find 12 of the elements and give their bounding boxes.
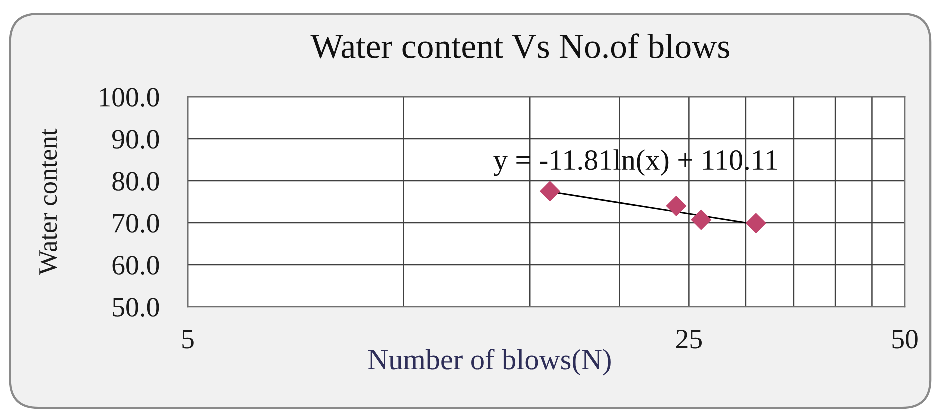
y-tick-label: 100.0 (100, 88, 160, 108)
x-tick-label: 5 (182, 330, 194, 349)
y-tick-label: 60.0 (112, 256, 160, 276)
chart-title: Water content Vs No.of blows (310, 34, 730, 59)
x-axis-title: Number of blows(N) (368, 348, 611, 376)
y-tick-label: 90.0 (112, 130, 160, 150)
y-axis-title: Water content (40, 128, 58, 276)
x-tick-label: 50 (892, 330, 918, 349)
y-tick-label: 50.0 (113, 298, 160, 318)
x-tick-label: 25 (676, 330, 702, 349)
y-tick-label: 80.0 (112, 172, 160, 192)
y-tick-label: 70.0 (113, 214, 160, 234)
